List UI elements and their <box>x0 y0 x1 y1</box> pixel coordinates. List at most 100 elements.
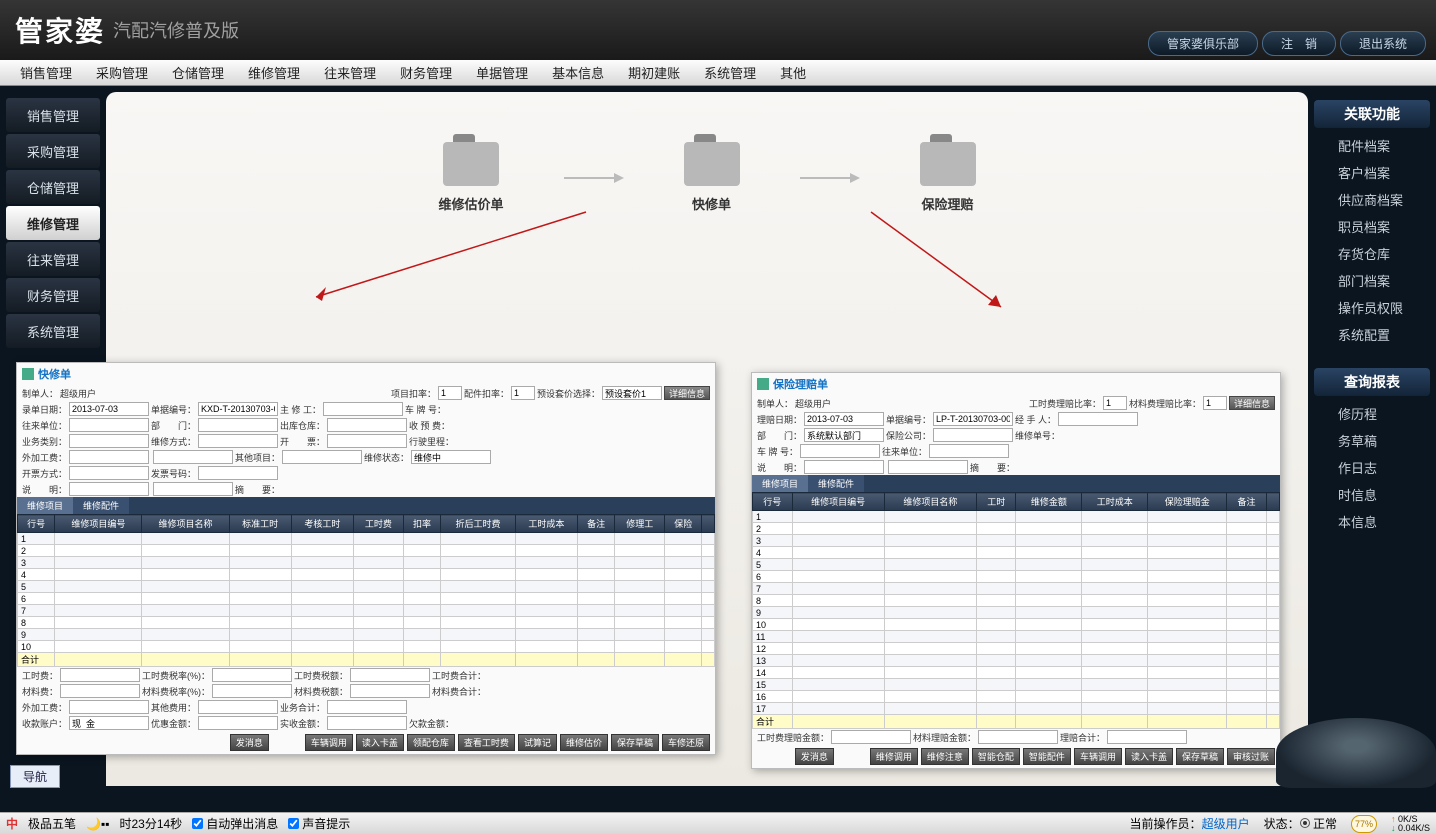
table-cell[interactable] <box>403 557 440 569</box>
action-button[interactable]: 审核过账 <box>1227 748 1275 765</box>
table-cell[interactable] <box>1082 523 1148 535</box>
table-cell[interactable] <box>702 557 715 569</box>
table-cell[interactable] <box>578 593 615 605</box>
table-cell[interactable] <box>229 593 291 605</box>
table-cell[interactable]: 13 <box>753 655 793 667</box>
table-cell[interactable] <box>702 605 715 617</box>
table-cell[interactable] <box>441 545 516 557</box>
action-button[interactable]: 试算记 <box>518 734 557 751</box>
table-cell[interactable] <box>665 545 702 557</box>
table-cell[interactable]: 1 <box>18 533 55 545</box>
table-cell[interactable] <box>578 641 615 653</box>
table-cell[interactable] <box>354 629 404 641</box>
table-cell[interactable] <box>1016 559 1082 571</box>
table-cell[interactable] <box>578 605 615 617</box>
table-cell[interactable] <box>403 533 440 545</box>
table-cell[interactable] <box>142 617 229 629</box>
table-cell[interactable] <box>1082 535 1148 547</box>
table-cell[interactable]: 6 <box>18 593 55 605</box>
table-cell[interactable] <box>354 533 404 545</box>
table-cell[interactable] <box>291 593 353 605</box>
table-cell[interactable] <box>976 511 1016 523</box>
table-cell[interactable] <box>976 703 1016 715</box>
table-cell[interactable] <box>578 581 615 593</box>
table-cell[interactable] <box>976 595 1016 607</box>
table-cell[interactable] <box>229 545 291 557</box>
table-cell[interactable] <box>403 581 440 593</box>
field-input[interactable] <box>978 730 1058 744</box>
table-cell[interactable] <box>1016 631 1082 643</box>
field-input[interactable] <box>69 402 149 416</box>
table-cell[interactable]: 2 <box>753 523 793 535</box>
field-input[interactable] <box>933 412 1013 426</box>
menu-repair[interactable]: 维修管理 <box>236 63 312 82</box>
rs-link[interactable]: 作日志 <box>1308 454 1436 481</box>
table-cell[interactable] <box>615 593 665 605</box>
field-input[interactable] <box>153 450 233 464</box>
table-cell[interactable]: 1 <box>753 511 793 523</box>
table-cell[interactable] <box>976 571 1016 583</box>
action-button[interactable]: 维修调用 <box>870 748 918 765</box>
action-button[interactable]: 领配仓库 <box>407 734 455 751</box>
table-cell[interactable] <box>702 581 715 593</box>
action-button[interactable]: 维修注意 <box>921 748 969 765</box>
table-cell[interactable] <box>1266 571 1279 583</box>
table-cell[interactable] <box>515 557 577 569</box>
table-cell[interactable] <box>1227 523 1267 535</box>
table-cell[interactable] <box>976 679 1016 691</box>
table-cell[interactable] <box>441 557 516 569</box>
table-cell[interactable] <box>1016 655 1082 667</box>
table-cell[interactable] <box>1148 571 1227 583</box>
table-cell[interactable] <box>142 581 229 593</box>
table-cell[interactable] <box>142 641 229 653</box>
table-cell[interactable] <box>884 583 976 595</box>
table-cell[interactable] <box>515 545 577 557</box>
field-input[interactable] <box>69 418 149 432</box>
table-cell[interactable]: 10 <box>753 619 793 631</box>
table-cell[interactable] <box>1016 619 1082 631</box>
field-input[interactable] <box>282 450 362 464</box>
table-cell[interactable] <box>1227 691 1267 703</box>
table-cell[interactable] <box>976 523 1016 535</box>
table-cell[interactable] <box>884 691 976 703</box>
table-cell[interactable] <box>1227 535 1267 547</box>
table-cell[interactable] <box>1082 583 1148 595</box>
table-cell[interactable] <box>1082 703 1148 715</box>
table-cell[interactable] <box>1227 595 1267 607</box>
table-cell[interactable] <box>1266 631 1279 643</box>
table-cell[interactable] <box>1227 619 1267 631</box>
table-cell[interactable] <box>976 691 1016 703</box>
table-cell[interactable] <box>403 593 440 605</box>
table-cell[interactable]: 10 <box>18 641 55 653</box>
table-cell[interactable] <box>1148 703 1227 715</box>
field-input[interactable] <box>198 402 278 416</box>
table-cell[interactable] <box>441 533 516 545</box>
table-cell[interactable] <box>976 619 1016 631</box>
rs-link[interactable]: 系统配置 <box>1308 321 1436 348</box>
table-cell[interactable] <box>976 631 1016 643</box>
table-cell[interactable] <box>1227 679 1267 691</box>
sidebar-item-sales[interactable]: 销售管理 <box>6 98 100 132</box>
table-cell[interactable] <box>615 581 665 593</box>
table-cell[interactable] <box>792 703 884 715</box>
table-cell[interactable] <box>792 523 884 535</box>
table-cell[interactable] <box>615 557 665 569</box>
table-cell[interactable] <box>884 511 976 523</box>
table-cell[interactable] <box>1266 511 1279 523</box>
field-input[interactable] <box>69 434 149 448</box>
field-input[interactable] <box>929 444 1009 458</box>
table-cell[interactable] <box>515 617 577 629</box>
field-input[interactable] <box>198 418 278 432</box>
table-cell[interactable] <box>403 605 440 617</box>
table-cell[interactable] <box>792 655 884 667</box>
table-cell[interactable] <box>1266 667 1279 679</box>
tab-repair-items[interactable]: 维修项目 <box>17 497 73 514</box>
rs-link[interactable]: 客户档案 <box>1308 159 1436 186</box>
table-cell[interactable] <box>615 605 665 617</box>
table-cell[interactable]: 3 <box>753 535 793 547</box>
table-cell[interactable] <box>1148 595 1227 607</box>
menu-finance[interactable]: 财务管理 <box>388 63 464 82</box>
table-cell[interactable] <box>976 667 1016 679</box>
table-cell[interactable] <box>142 557 229 569</box>
table-cell[interactable] <box>354 641 404 653</box>
